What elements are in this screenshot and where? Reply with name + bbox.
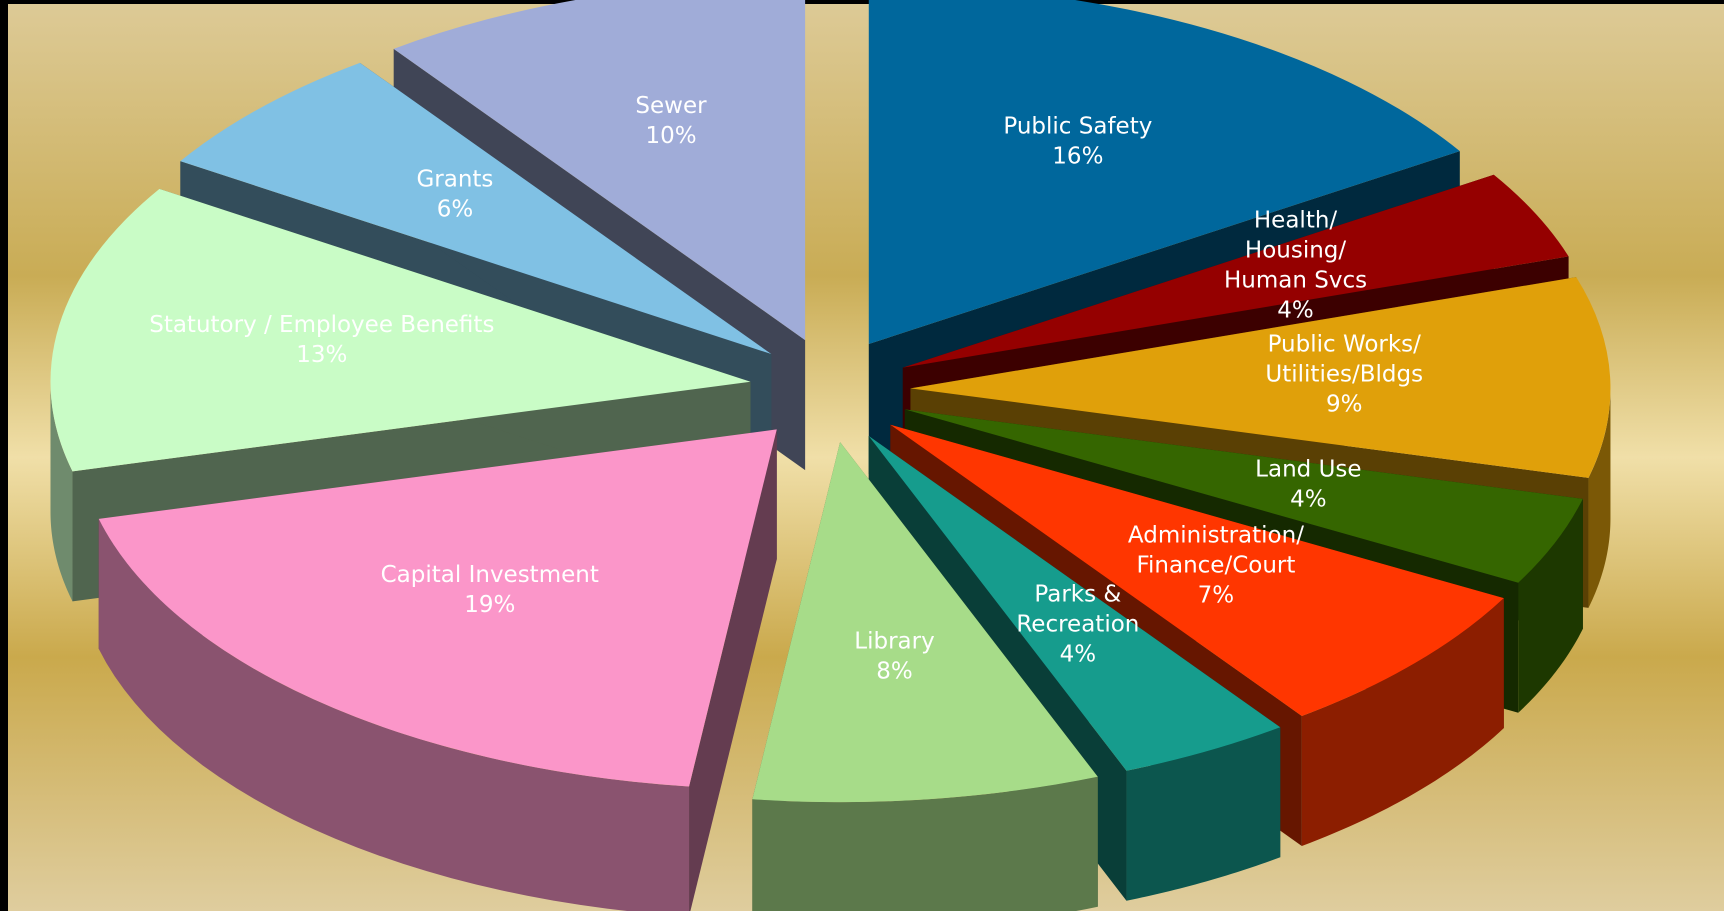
slice-name-statutory-employee-benefits: Statutory / Employee Benefits xyxy=(149,312,494,338)
slice-outer-wall-statutory-employee-benefits xyxy=(50,381,73,602)
slice-label-health-housing-human-svcs: Health/Housing/Human Svcs 4% xyxy=(1224,208,1367,324)
slice-value-land-use: 4% xyxy=(1290,486,1327,512)
slice-name-health-housing-human-svcs: Human Svcs xyxy=(1224,268,1367,294)
slice-value-parks-recreation: 4% xyxy=(1060,642,1097,668)
slice-name-health-housing-human-svcs: Health/ xyxy=(1254,208,1338,234)
slice-value-sewer: 10% xyxy=(645,123,696,149)
slice-value-health-housing-human-svcs: 4% xyxy=(1277,298,1314,324)
slice-name-parks-recreation: Recreation xyxy=(1016,612,1139,638)
slice-statutory-employee-benefits xyxy=(50,188,751,472)
slice-label-statutory-employee-benefits: Statutory / Employee Benefits 13% xyxy=(149,312,494,368)
slice-value-statutory-employee-benefits: 13% xyxy=(296,342,347,368)
slice-name-public-safety: Public Safety xyxy=(1003,113,1152,139)
slice-outer-wall-capital-investment xyxy=(98,518,690,911)
slice-outer-wall-parks-recreation xyxy=(1126,727,1281,901)
slice-value-public-safety: 16% xyxy=(1052,143,1103,169)
slice-public-safety xyxy=(868,0,1460,344)
slice-label-library: Library 8% xyxy=(854,629,934,685)
slice-public-works-utilities-bldgs xyxy=(910,277,1611,478)
slice-value-grants: 6% xyxy=(437,196,474,222)
slice-health-housing-human-svcs xyxy=(902,174,1569,368)
slice-value-administration-finance-court: 7% xyxy=(1198,582,1235,608)
slice-name-grants: Grants xyxy=(416,166,493,192)
slice-name-administration-finance-court: Administration/ xyxy=(1128,522,1304,548)
slice-land-use xyxy=(904,409,1583,583)
slice-name-land-use: Land Use xyxy=(1255,456,1361,482)
slice-name-administration-finance-court: Finance/Court xyxy=(1136,552,1295,578)
slice-name-capital-investment: Capital Investment xyxy=(381,562,599,588)
pie-tops xyxy=(50,0,1611,803)
pie-labels: Public Safety 16% Health/Housing/Human Svc… xyxy=(149,93,1423,685)
slice-label-capital-investment: Capital Investment 19% xyxy=(381,562,599,618)
slice-capital-investment xyxy=(98,429,777,787)
slice-value-library: 8% xyxy=(876,659,913,685)
slice-outer-wall-land-use xyxy=(1518,498,1583,713)
slice-name-public-works-utilities-bldgs: Public Works/ xyxy=(1268,331,1422,357)
slice-label-land-use: Land Use 4% xyxy=(1255,456,1361,512)
slice-library xyxy=(752,442,1098,803)
slice-label-administration-finance-court: Administration/Finance/Court 7% xyxy=(1128,522,1304,608)
slice-parks-recreation xyxy=(868,436,1281,771)
slice-label-grants: Grants 6% xyxy=(416,166,493,222)
slice-name-public-works-utilities-bldgs: Utilities/Bldgs xyxy=(1265,361,1423,387)
slice-label-public-safety: Public Safety 16% xyxy=(1003,113,1152,169)
slice-name-health-housing-human-svcs: Housing/ xyxy=(1245,238,1346,264)
slice-label-public-works-utilities-bldgs: Public Works/Utilities/Bldgs 9% xyxy=(1265,331,1423,417)
slice-label-sewer: Sewer 10% xyxy=(635,93,707,149)
slice-value-public-works-utilities-bldgs: 9% xyxy=(1326,391,1363,417)
slice-administration-finance-court xyxy=(890,424,1504,716)
slice-outer-wall-library xyxy=(752,776,1098,911)
slice-name-parks-recreation: Parks & xyxy=(1034,582,1121,608)
slice-value-capital-investment: 19% xyxy=(464,592,515,618)
slice-outer-wall-administration-finance-court xyxy=(1301,598,1504,846)
slice-grants xyxy=(180,62,772,355)
slice-outer-wall-public-works-utilities-bldgs xyxy=(1588,388,1611,608)
slice-sewer xyxy=(393,0,806,341)
slice-label-parks-recreation: Parks & Recreation 4% xyxy=(1016,582,1139,668)
slice-name-library: Library xyxy=(854,629,934,655)
slice-name-sewer: Sewer xyxy=(635,93,707,119)
